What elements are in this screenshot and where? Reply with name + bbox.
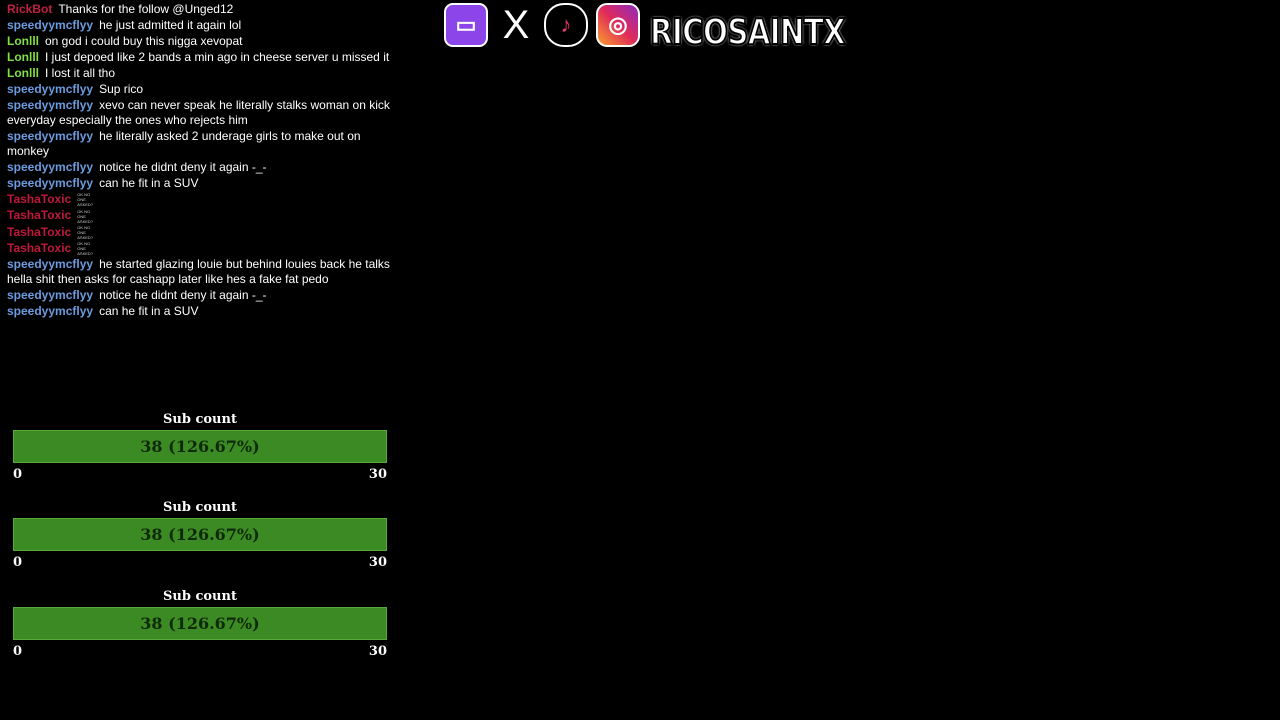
chat-message: speedyymcflyy notice he didnt deny it aga… xyxy=(7,160,397,175)
emote-image: OK NO ONE ASKED? xyxy=(77,208,94,224)
chat-message: TashaToxic OK NO ONE ASKED? xyxy=(7,208,397,223)
chat-message: RickBot Thanks for the follow @Unged12 xyxy=(7,2,397,17)
chat-message: TashaToxic OK NO ONE ASKED? xyxy=(7,241,397,256)
chat-username: TashaToxic xyxy=(7,192,72,206)
chat-text: Thanks for the follow @Unged12 xyxy=(58,2,234,16)
chat-message: speedyymcflyy he started glazing louie bu… xyxy=(7,257,397,287)
chat-username: speedyymcflyy xyxy=(7,176,94,190)
chat-username: speedyymcflyy xyxy=(7,98,94,112)
chat-username: Lonlll xyxy=(7,34,39,48)
x-icon: X xyxy=(496,3,536,47)
sub-goal-title: Sub count xyxy=(163,500,237,515)
social-icons: ▭ X ♪ ◎ xyxy=(444,3,640,47)
sub-goal-bar: 38 (126.67%) xyxy=(13,518,387,551)
chat-message: Lonlll I just depoed like 2 bands a min a… xyxy=(7,50,397,65)
tiktok-icon: ♪ xyxy=(544,3,588,47)
chat-username: Lonlll xyxy=(7,66,39,80)
sub-goal-max: 30 xyxy=(368,467,387,482)
chat-text: I lost it all tho xyxy=(45,66,116,80)
chat-text: notice he didnt deny it again -_- xyxy=(99,160,267,174)
sub-goal-title: Sub count xyxy=(163,589,237,604)
sub-goal-max: 30 xyxy=(368,644,387,659)
chat-text: he started glazing louie but behind loui… xyxy=(7,257,390,287)
chat-message: speedyymcflyy Sup rico xyxy=(7,82,397,97)
chat-username: TashaToxic xyxy=(7,208,72,223)
sub-goal-max: 30 xyxy=(368,555,387,570)
chat-username: speedyymcflyy xyxy=(7,304,94,319)
chat-username: TashaToxic xyxy=(7,224,72,239)
chat-message: speedyymcflyy he literally asked 2 undera… xyxy=(7,129,397,159)
emote-image: OK NO ONE ASKED? xyxy=(77,224,94,240)
chat-message: speedyymcflyy can he fit in a SUV xyxy=(7,176,397,191)
sub-goal-bar: 38 (126.67%) xyxy=(13,607,387,640)
chat-text: can he fit in a SUV xyxy=(99,304,199,319)
instagram-icon: ◎ xyxy=(596,3,640,47)
chat-message: TashaToxic OK NO ONE ASKED? xyxy=(7,225,397,240)
chat-username: speedyymcflyy xyxy=(7,160,94,174)
emote-image: OK NO ONE ASKED? xyxy=(77,241,94,257)
chat-overlay: RickBot Thanks for the follow @Unged12 spe… xyxy=(7,2,397,319)
chat-username: TashaToxic xyxy=(7,240,72,255)
sub-goal-min: 0 xyxy=(13,467,23,482)
chat-username: Lonlll xyxy=(7,50,39,64)
twitch-icon: ▭ xyxy=(444,3,488,47)
sub-goal-widget: Sub count 38 (126.67%) 0 30 xyxy=(13,412,387,482)
chat-username: speedyymcflyy xyxy=(7,257,94,272)
sub-goal-min: 0 xyxy=(13,555,23,570)
chat-text: xevo can never speak he literally stalks… xyxy=(7,98,390,127)
sub-goal-title: Sub count xyxy=(163,412,237,427)
chat-username: speedyymcflyy xyxy=(7,288,94,303)
chat-message: Lonlll on god i could buy this nigga xevo… xyxy=(7,34,397,49)
channel-logo: RICOSAINTX xyxy=(649,11,846,54)
chat-text: on god i could buy this nigga xevopat xyxy=(45,34,243,48)
chat-text: can he fit in a SUV xyxy=(99,176,199,190)
chat-username: speedyymcflyy xyxy=(7,129,94,143)
chat-text: Sup rico xyxy=(99,82,144,96)
chat-text: notice he didnt deny it again -_- xyxy=(99,288,267,303)
chat-message: speedyymcflyy can he fit in a SUV xyxy=(7,304,397,319)
sub-goal-widget: Sub count 38 (126.67%) 0 30 xyxy=(13,500,387,570)
chat-username: speedyymcflyy xyxy=(7,82,94,96)
chat-username: RickBot xyxy=(7,2,53,16)
sub-goal-widget: Sub count 38 (126.67%) 0 30 xyxy=(13,589,387,659)
chat-text: he just admitted it again lol xyxy=(99,18,242,32)
chat-message: Lonlll I lost it all tho xyxy=(7,66,397,81)
sub-goal-bar: 38 (126.67%) xyxy=(13,430,387,463)
chat-text: I just depoed like 2 bands a min ago in … xyxy=(45,50,390,64)
emote-image: OK NO ONE ASKED? xyxy=(77,192,94,208)
chat-message: TashaToxic OK NO ONE ASKED? xyxy=(7,192,397,207)
chat-message: speedyymcflyy notice he didnt deny it aga… xyxy=(7,288,397,303)
chat-message: speedyymcflyy he just admitted it again l… xyxy=(7,18,397,33)
sub-goal-min: 0 xyxy=(13,644,23,659)
chat-text: he literally asked 2 underage girls to m… xyxy=(7,129,361,158)
chat-username: speedyymcflyy xyxy=(7,18,94,32)
chat-message: speedyymcflyy xevo can never speak he lit… xyxy=(7,98,397,128)
